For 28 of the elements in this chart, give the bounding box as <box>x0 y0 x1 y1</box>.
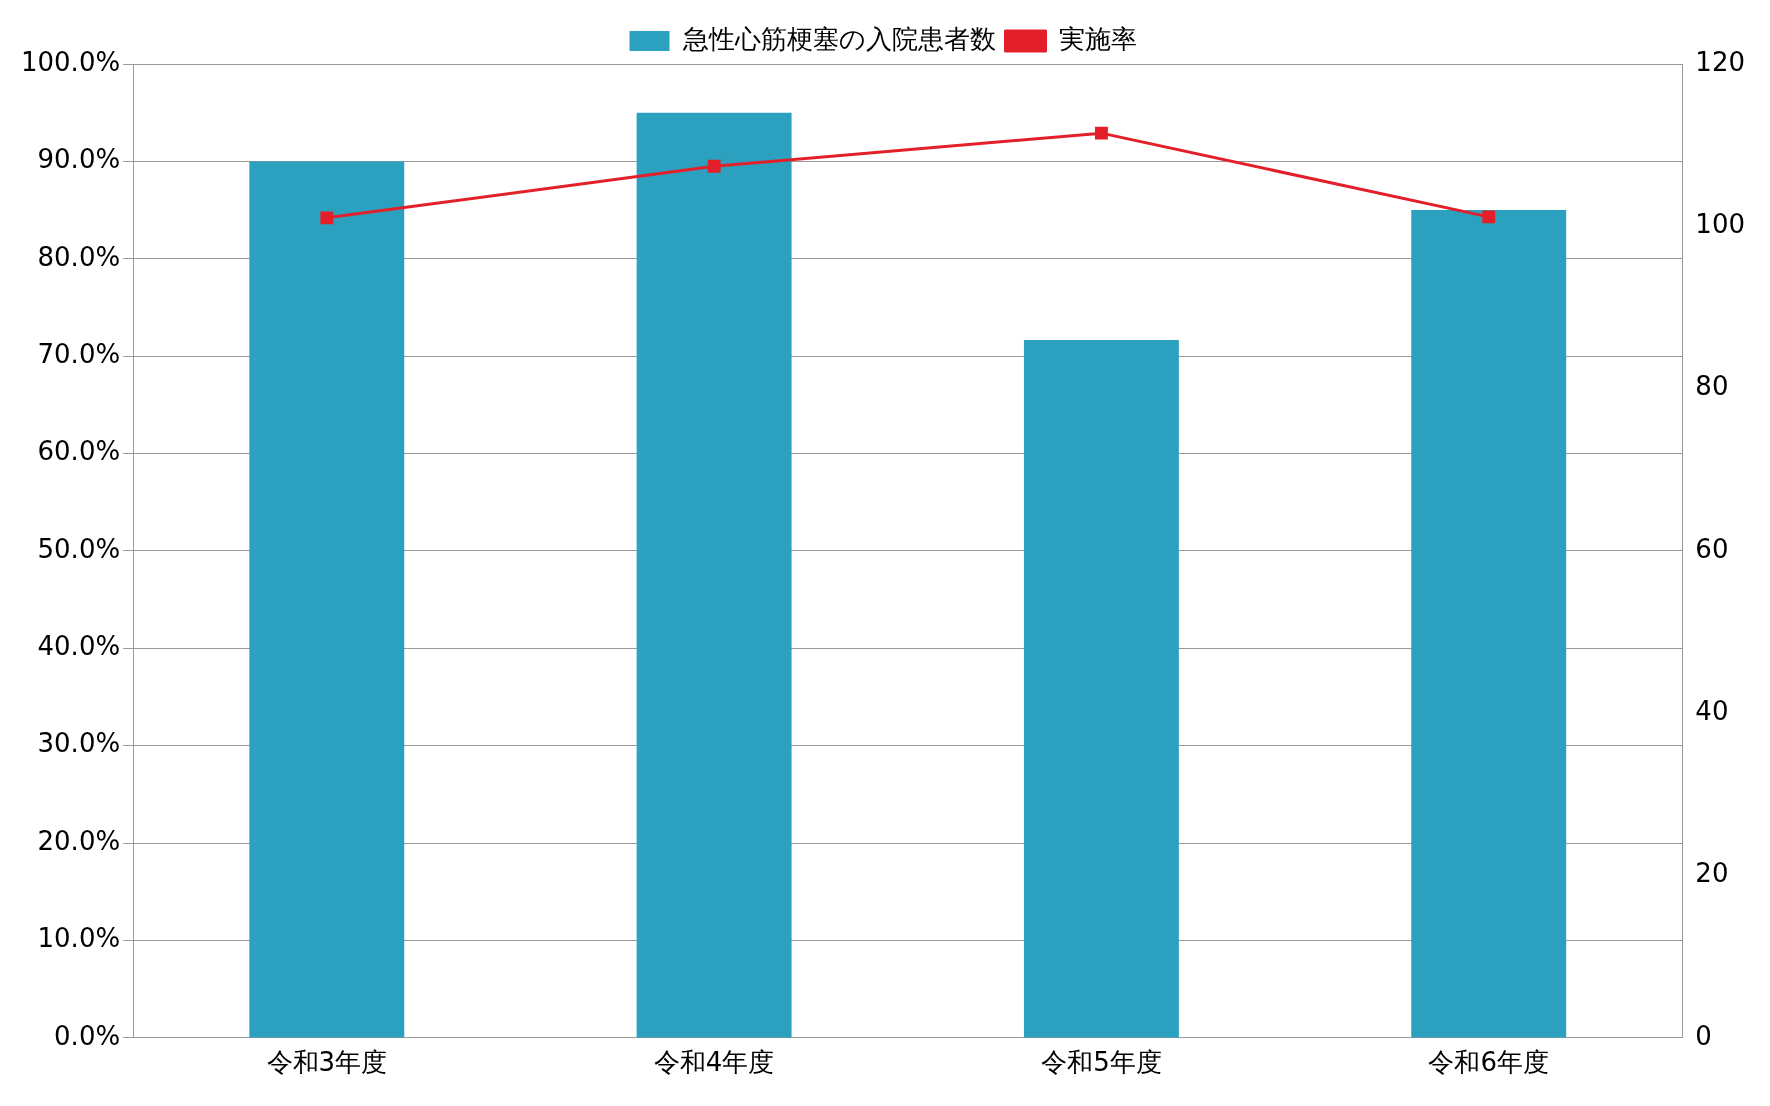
y2-tick-label: 0 <box>1695 1020 1712 1051</box>
y-tick-label: 0.0% <box>54 1020 121 1051</box>
y2-tick-label: 80 <box>1695 371 1729 402</box>
y-tick-label: 50.0% <box>37 533 121 564</box>
legend-label: 急性心筋梗塞の入院患者数 <box>681 23 996 54</box>
x-tick-label: 令和3年度 <box>266 1047 388 1078</box>
y-tick-label: 90.0% <box>37 144 121 175</box>
bar <box>636 112 792 1038</box>
y-tick-label: 60.0% <box>37 436 121 467</box>
y-tick-label: 80.0% <box>37 241 121 272</box>
x-tick-label: 令和6年度 <box>1428 1047 1549 1078</box>
bar <box>249 161 405 1038</box>
y-tick-label: 30.0% <box>37 728 121 759</box>
legend-label: 実施率 <box>1058 23 1137 54</box>
y-tick-label: 20.0% <box>37 825 121 856</box>
y2-tick-label: 40 <box>1695 695 1729 726</box>
y-tick-label: 100.0% <box>21 46 121 77</box>
y-tick-label: 40.0% <box>37 631 121 662</box>
x-tick-label: 令和4年度 <box>653 1047 775 1078</box>
y2-tick-label: 20 <box>1695 858 1729 889</box>
bar <box>1411 210 1567 1038</box>
y-tick-label: 10.0% <box>37 923 121 954</box>
y2-tick-label: 60 <box>1695 533 1729 564</box>
y2-tick-label: 120 <box>1695 46 1746 77</box>
y-tick-label: 70.0% <box>37 338 121 369</box>
y2-tick-label: 100 <box>1695 209 1746 240</box>
bar <box>1023 339 1179 1038</box>
x-tick-label: 令和5年度 <box>1041 1047 1162 1078</box>
